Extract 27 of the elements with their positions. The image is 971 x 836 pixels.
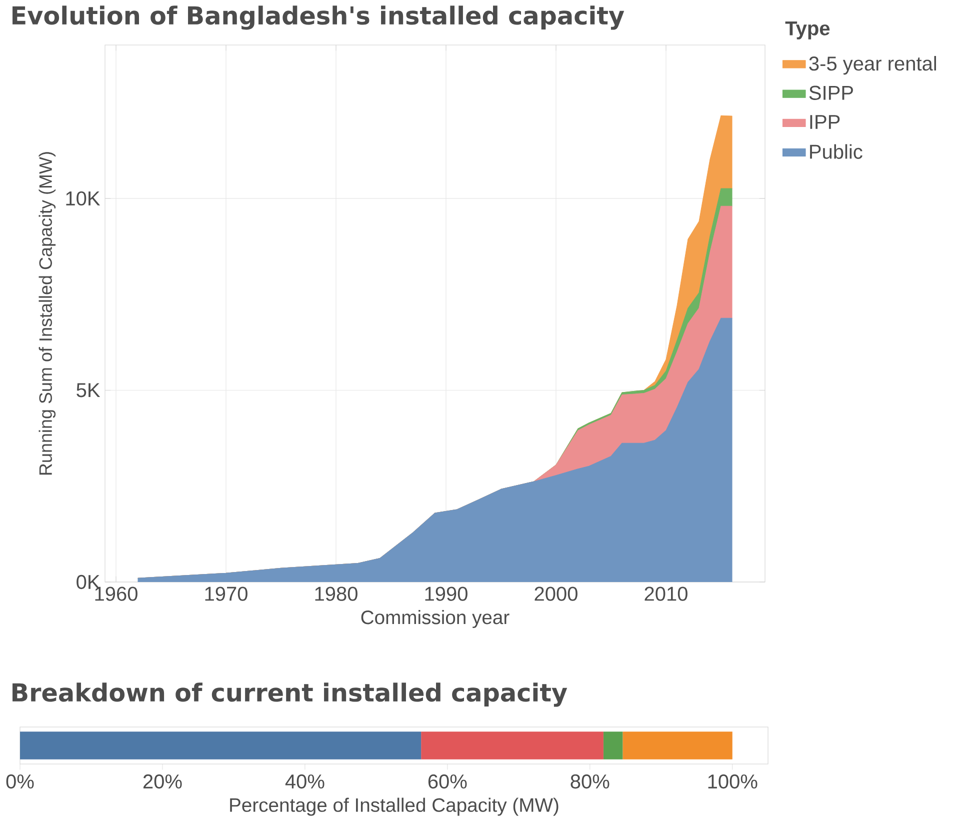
chart-title: Breakdown of current installed capacity xyxy=(12,682,568,707)
x-tick-label: 100% xyxy=(708,774,758,789)
x-tick-label: 40% xyxy=(285,774,324,789)
chart-title: Evolution of Bangladesh's installed capacity xyxy=(12,6,624,30)
legend-label: SIPP xyxy=(809,86,853,100)
x-tick-label: 1990 xyxy=(425,586,468,601)
x-tick-label: 1970 xyxy=(205,586,248,601)
x-tick-label: 1980 xyxy=(315,586,358,601)
x-axis-title: Percentage of Installed Capacity (MW) xyxy=(230,798,558,816)
x-tick-label: 20% xyxy=(143,774,182,789)
y-axis-title: Running Sum of Installed Capacity (MW) xyxy=(38,152,56,475)
y-tick-label: 10K xyxy=(66,191,100,206)
bar xyxy=(603,732,623,760)
x-tick-label: 80% xyxy=(570,774,610,789)
bar xyxy=(622,732,732,760)
legend-title: Type xyxy=(785,21,830,40)
legend-label: IPP xyxy=(810,115,840,129)
x-tick-label: 60% xyxy=(428,774,467,789)
legend-label: Public xyxy=(810,144,862,159)
x-axis-title: Commission year xyxy=(361,610,510,628)
bar xyxy=(20,732,422,760)
y-tick-label: 5K xyxy=(76,383,100,398)
x-tick-label: 2000 xyxy=(534,586,578,601)
x-tick-label: 0% xyxy=(6,774,34,789)
legend-label: 3-5 year rental xyxy=(809,56,936,75)
bar xyxy=(421,732,604,760)
x-tick-label: 2010 xyxy=(644,586,688,601)
